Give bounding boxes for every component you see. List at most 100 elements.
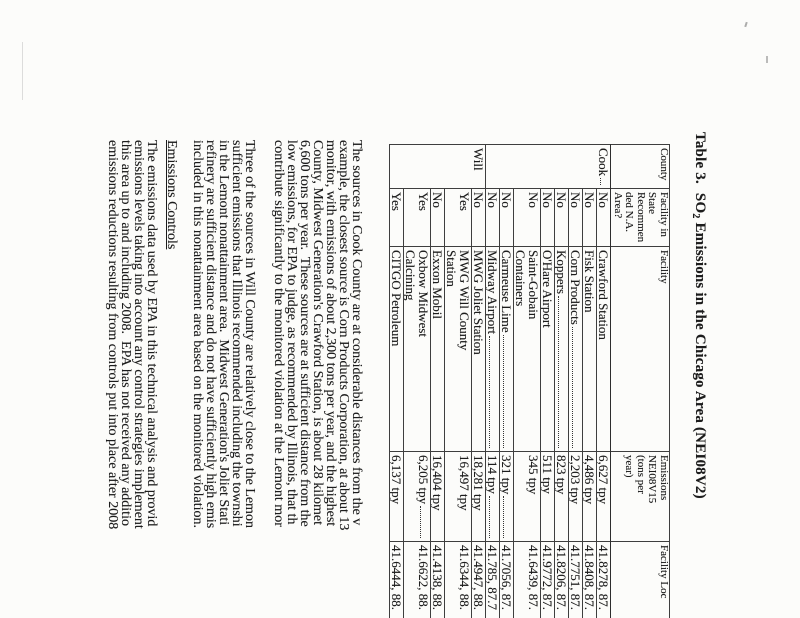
text-line: included in this nonattainment area base… (190, 140, 206, 529)
column-header-facility: Facility (611, 246, 670, 452)
facility-cell: Oxbow Midwest Calcining (404, 246, 432, 452)
table-title: Table 3. SO2 Emissions in the Chicago Are… (690, 132, 708, 618)
emissions-value: 6,205 tpy (416, 455, 432, 505)
table-row: Yes MWG Will County Station 16,497 tpy 41.63… (445, 145, 472, 618)
emissions-table-header: County Facility in State Recommen ded N.A. A… (611, 144, 670, 618)
emissions-value: 114 tpy (486, 455, 500, 494)
location-cell: 41.7056, 87. (500, 541, 514, 618)
header-line: NEI08V15 (646, 455, 659, 504)
emissions-cell: 18,281 tpy (472, 451, 486, 542)
location-cell: 41.6439, 87. (514, 541, 541, 618)
emissions-cell: 321 tpy (500, 451, 514, 542)
recommended-cell: Yes (404, 188, 431, 247)
text-line: low emissions, for EPA to judge, as reco… (284, 140, 300, 525)
facility-name: Carmeuse Lime (500, 250, 514, 333)
text-line: in the Lemont nonattainment area. Midwes… (216, 140, 232, 526)
facility-name: Calcining (404, 250, 419, 301)
facility-cell: MWG Will County Station (445, 246, 473, 452)
facility-cell: Exxon Mobil (431, 246, 445, 452)
header-line: State (646, 192, 659, 214)
county-cell: Will (390, 144, 486, 189)
facility-cell: Carmeuse Lime (500, 246, 514, 452)
recommended-cell: No (569, 188, 583, 247)
text-line: emissions reductions resulting from cont… (105, 140, 121, 530)
text-line: refinery are sufficient distance and do … (203, 140, 219, 529)
table-row: Yes CITGO Petroleum 6,137 tpy 41.6444, 88. (390, 145, 404, 618)
dotted-leader (503, 496, 505, 538)
table-title-rest: Emissions in the Chicago Area (NEI08V2) (692, 218, 708, 499)
emissions-cell: 823 tpy (555, 451, 569, 542)
location-cell: 41.785, 87.7 (486, 541, 500, 618)
emissions-cell: 511 tpy (541, 451, 555, 542)
facility-name: O'Hare Airport (541, 250, 555, 328)
facility-name: MWG Joliet Station (472, 250, 486, 355)
text-line: The emissions data used by EPA in this t… (144, 140, 160, 527)
recommended-cell: No (500, 188, 514, 247)
facility-name: Corn Products (569, 250, 583, 325)
county-label: Cook (596, 148, 612, 177)
table-row: No Saint-Gobain Containers 345 tpy 41.6439, … (514, 145, 541, 618)
emissions-value: 16,497 tpy (457, 455, 473, 511)
facility-name: Containers (514, 250, 529, 307)
emissions-cell: 6,627 tpy (597, 451, 611, 542)
facility-cell: Crawford Station (597, 246, 611, 452)
table-row: Cook No Crawford Station 6,627 tpy 41.8278, … (486, 144, 612, 618)
facility-name: Midway Airport (486, 250, 500, 335)
location-cell: 41.6622, 88. (404, 541, 431, 618)
header-line: (tons per (635, 455, 647, 494)
recommended-cell: No (597, 188, 611, 247)
location-cell: 41.8408, 87. (583, 541, 597, 618)
emissions-value: 4,486 tpy (583, 455, 597, 505)
facility-cell: Midway Airport (486, 246, 500, 452)
dotted-leader (503, 334, 505, 448)
text-line: 6,600 tons per year. These sources are a… (297, 140, 313, 527)
recommended-cell: No (431, 188, 445, 247)
location-cell: 41.6444, 88. (390, 541, 404, 618)
emissions-value: 511 tpy (541, 455, 555, 494)
header-line: year) (623, 455, 636, 478)
emissions-value: 6,627 tpy (597, 455, 611, 505)
recommended-cell: No (555, 188, 569, 247)
paragraph-will-sources: Three of the sources in Will County are … (190, 140, 258, 618)
emissions-value: 16,404 tpy (431, 455, 445, 511)
table-row: Will No MWG Joliet Station 18,281 tpy 41.494… (390, 144, 486, 618)
location-cell: 41.4947, 88. (472, 541, 486, 618)
table-row: No Carmeuse Lime 321 tpy 41.7056, 87. (500, 145, 514, 618)
dotted-leader (572, 326, 574, 448)
recommended-cell: No (583, 188, 597, 247)
emissions-cell: 2,203 tpy (569, 451, 583, 542)
facility-name: Saint-Gobain (526, 250, 542, 320)
table-row: No Fisk Station 4,486 tpy 41.8408, 87. (583, 145, 597, 618)
text-line: County, Midwest Generation's Crawford St… (310, 140, 326, 526)
location-cell: 41.6344, 88. (445, 541, 472, 618)
recommended-cell: No (514, 188, 541, 247)
emissions-value: 823 tpy (555, 455, 569, 495)
facility-name: Oxbow Midwest (416, 250, 432, 338)
so2-subscript: 2 (690, 213, 701, 219)
table-row: No Corn Products 2,203 tpy 41.7751, 87. (569, 145, 583, 618)
facility-name: MWG Will County (457, 250, 473, 351)
emissions-table: County Facility in State Recommen ded N.A. A… (389, 144, 670, 618)
facility-cell: Saint-Gobain Containers (514, 246, 542, 452)
table-row: Yes Oxbow Midwest Calcining 6,205 tpy 41.662… (404, 145, 431, 618)
section-heading-emissions-controls: Emissions Controls (164, 140, 180, 250)
table-row: No O'Hare Airport 511 tpy 41.9772, 87. (541, 145, 555, 618)
facility-cell: Corn Products (569, 246, 583, 452)
emissions-cell: 114 tpy (486, 451, 500, 542)
emissions-cell: 16,404 tpy (431, 451, 445, 542)
location-cell: 41.4138, 88. (431, 541, 445, 618)
facility-cell: MWG Joliet Station (472, 246, 486, 452)
table-title-number: Table 3. (692, 132, 708, 184)
emissions-value: 345 tpy (526, 455, 542, 495)
emissions-cell: 16,497 tpy (445, 451, 473, 542)
facility-cell: Fisk Station (583, 246, 597, 452)
facility-cell: O'Hare Airport (541, 246, 555, 452)
recommended-cell: No (541, 188, 555, 247)
emissions-cell: 6,137 tpy (390, 451, 404, 542)
text-line: emissions levels taking into account any… (131, 140, 147, 529)
text-line: example, the closest source is Corn Prod… (336, 140, 352, 531)
header-line: Area? (612, 192, 624, 219)
facility-name: CITGO Petroleum (390, 250, 404, 347)
paragraph-cook-sources: The sources in Cook County are at consid… (272, 140, 365, 618)
column-header-county: County (611, 144, 670, 189)
